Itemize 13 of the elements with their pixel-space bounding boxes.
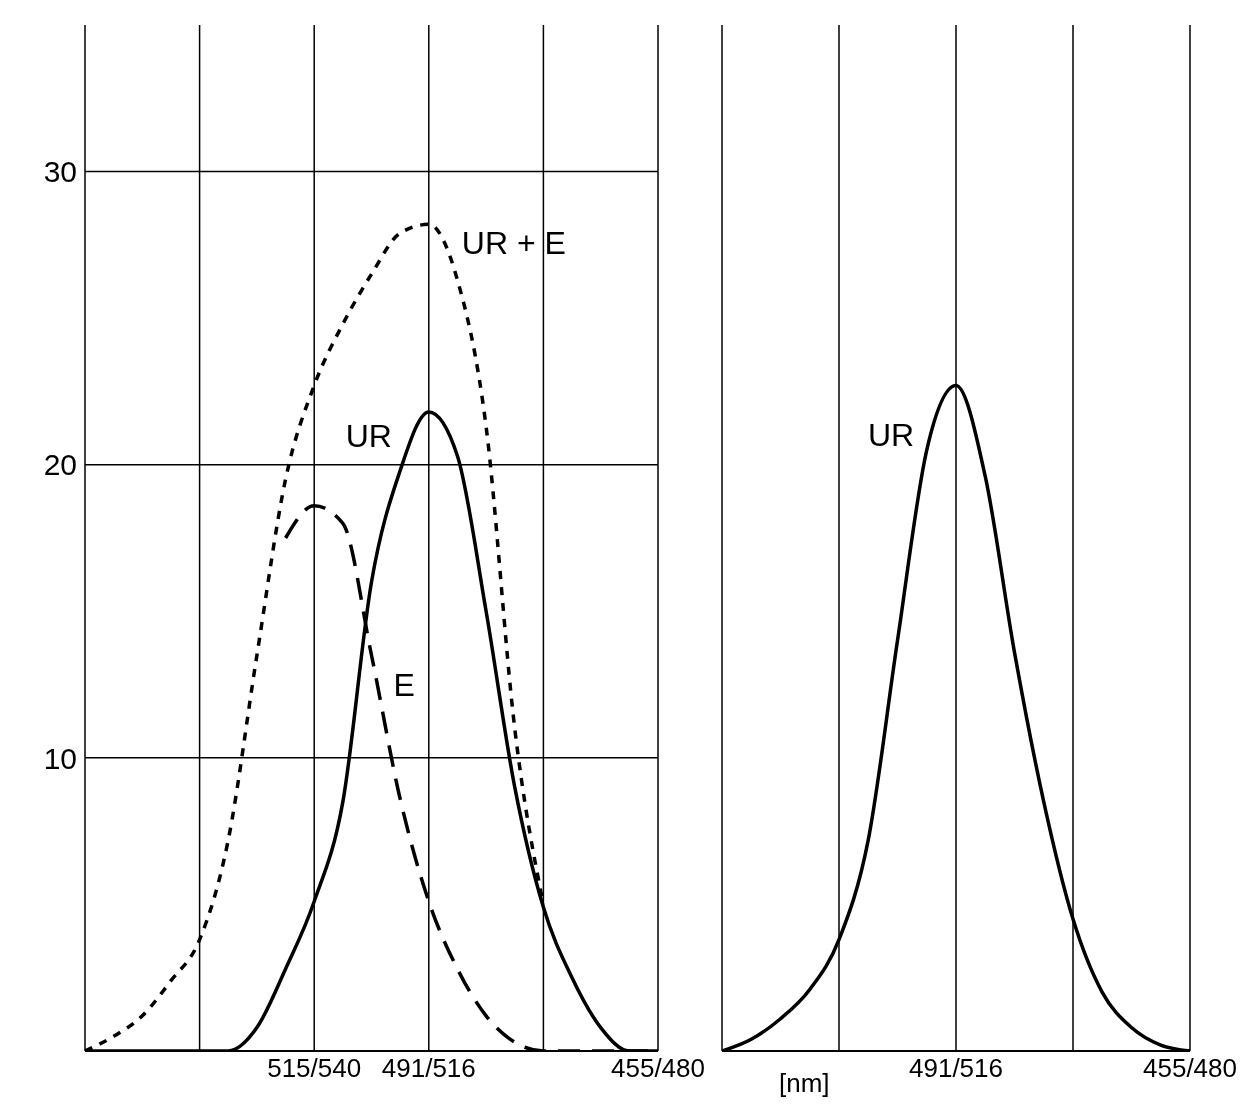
series-label: UR + E bbox=[461, 225, 566, 262]
series-label: UR bbox=[345, 417, 392, 454]
x-axis-title: [nm] bbox=[779, 1068, 830, 1098]
y-tick-label: 30 bbox=[43, 155, 77, 189]
y-tick-label: 10 bbox=[43, 741, 77, 775]
y-tick-label: 20 bbox=[43, 448, 77, 482]
x-tick-label: 455/480 bbox=[611, 1053, 705, 1084]
x-tick-label: 515/540 bbox=[267, 1053, 362, 1084]
x-tick-label: 455/480 bbox=[1143, 1053, 1237, 1084]
series-label: UR bbox=[867, 416, 915, 453]
x-tick-label: 491/516 bbox=[909, 1053, 1003, 1084]
x-tick-label: 491/516 bbox=[381, 1053, 476, 1084]
series-label: E bbox=[393, 666, 415, 703]
